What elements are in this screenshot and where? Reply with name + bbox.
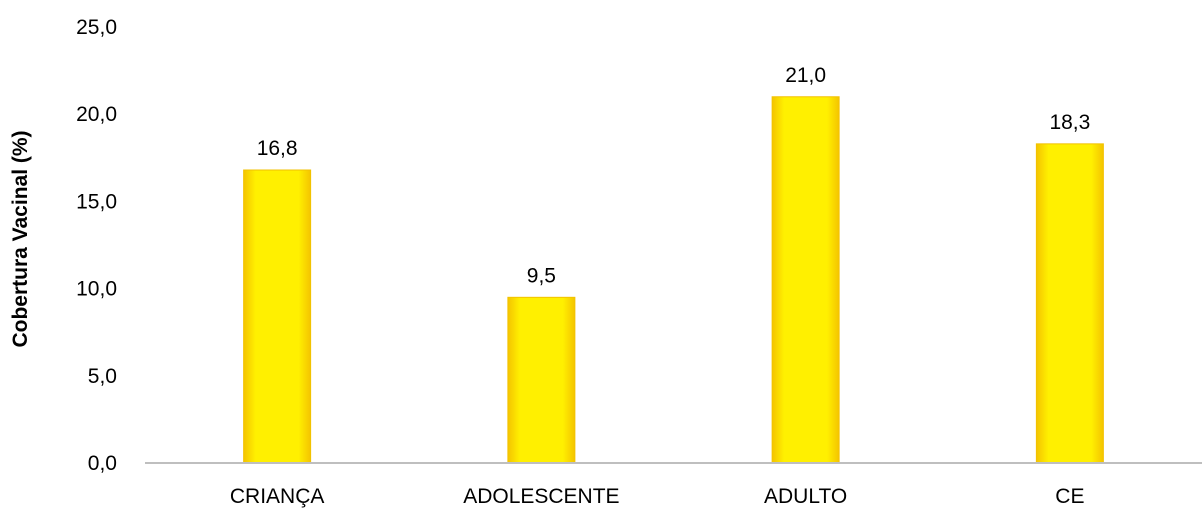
x-category-label: ADULTO — [764, 485, 847, 508]
y-tick-label: 5,0 — [88, 365, 117, 388]
y-axis-ticks: 0,0 5,0 10,0 15,0 20,0 25,0 — [76, 16, 117, 475]
bar-value-label: 9,5 — [527, 264, 556, 287]
y-tick-label: 25,0 — [76, 16, 117, 39]
bar-value-label: 16,8 — [257, 137, 298, 160]
bar — [243, 169, 312, 464]
x-category-label: CE — [1055, 485, 1084, 508]
bar — [771, 96, 840, 464]
bar-value-label: 18,3 — [1049, 111, 1090, 134]
bars — [243, 96, 1104, 464]
y-tick-label: 10,0 — [76, 278, 117, 301]
data-labels: 16,8 9,5 21,0 18,3 — [257, 64, 1091, 288]
bar — [507, 296, 576, 464]
y-tick-label: 15,0 — [76, 190, 117, 213]
x-category-label: ADOLESCENTE — [463, 485, 619, 508]
y-tick-label: 20,0 — [76, 103, 117, 126]
y-tick-label: 0,0 — [88, 452, 117, 475]
x-axis-labels: CRIANÇA ADOLESCENTE ADULTO CE — [230, 485, 1085, 508]
bar — [1035, 143, 1104, 464]
y-axis-title: Cobertura Vacinal (%) — [9, 130, 32, 347]
bar-value-label: 21,0 — [785, 64, 826, 87]
x-category-label: CRIANÇA — [230, 485, 325, 508]
